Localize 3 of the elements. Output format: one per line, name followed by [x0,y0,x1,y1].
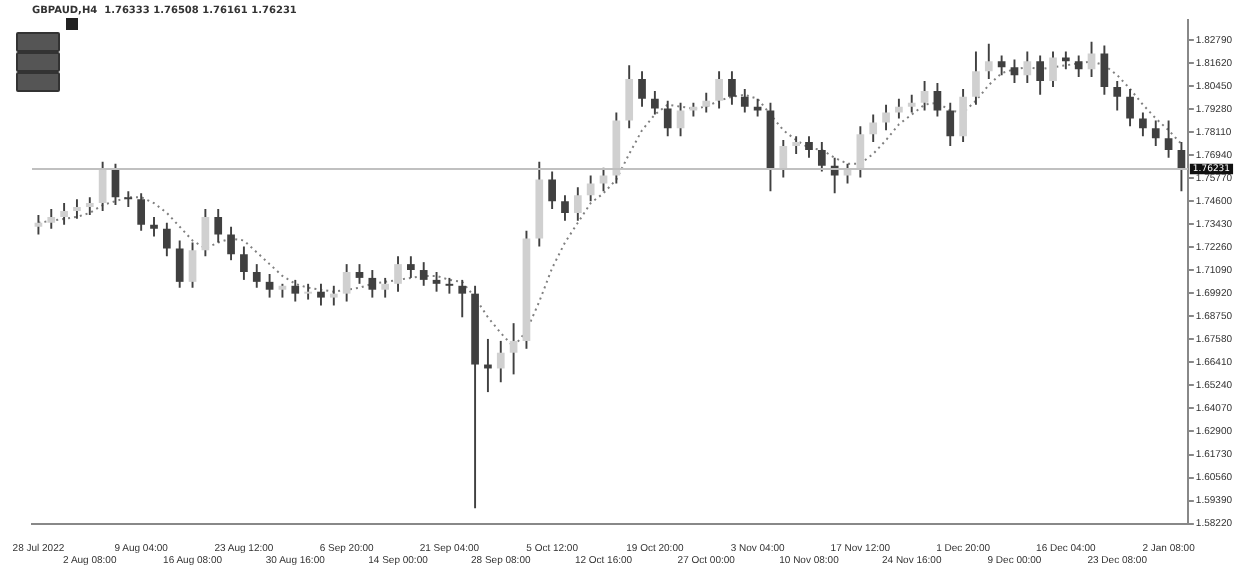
candlestick [304,283,312,300]
candlestick [124,191,133,208]
candlestick [445,277,454,294]
